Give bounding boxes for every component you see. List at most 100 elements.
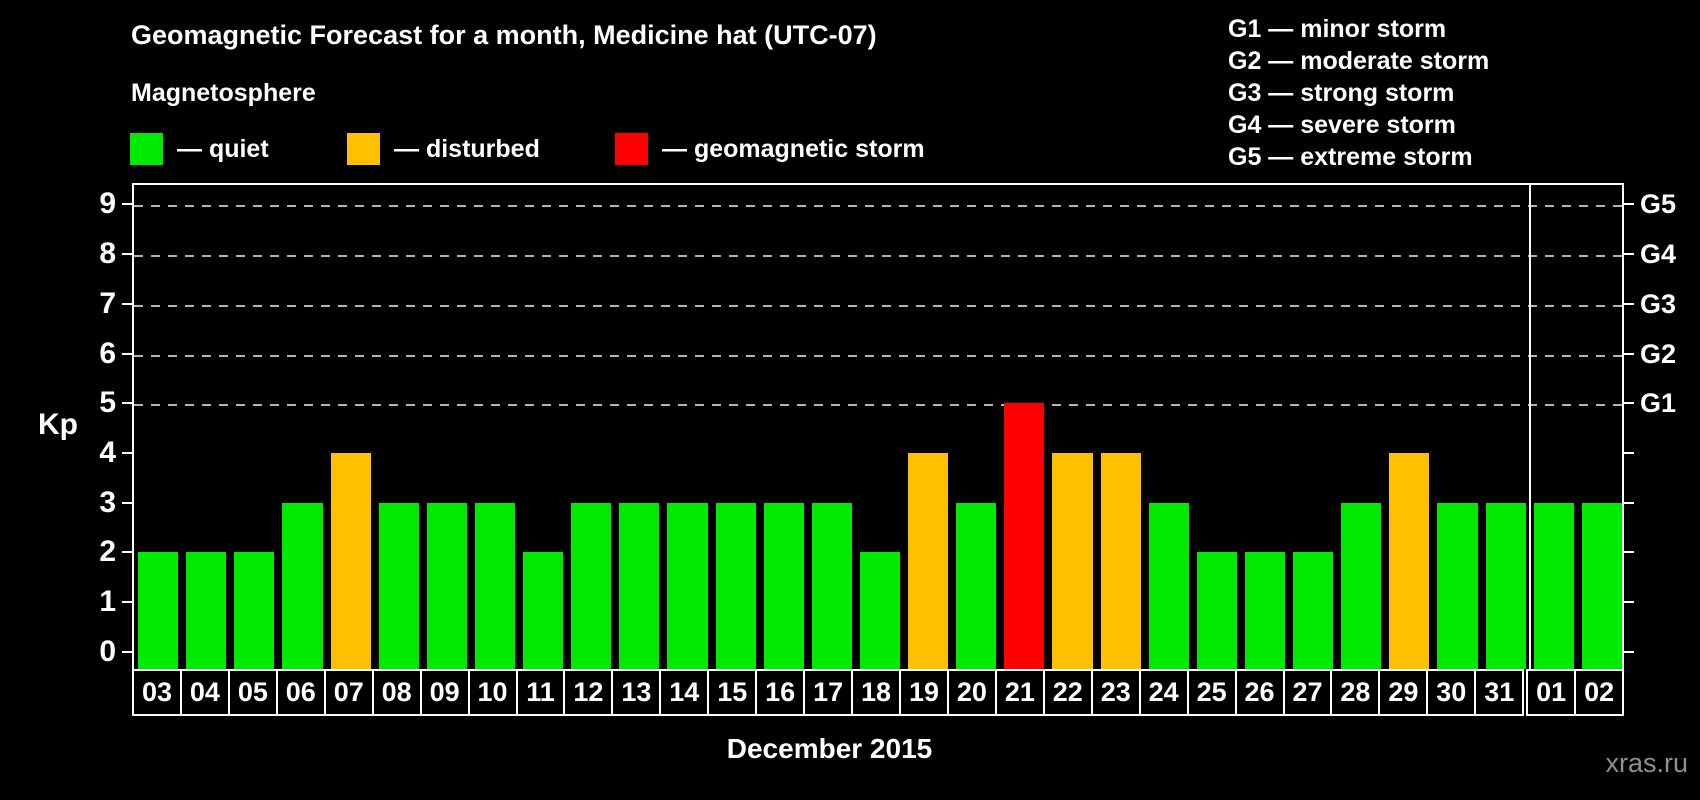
month-axis-label: December 2015 [726,733,933,764]
kp-bar-day-27 [1293,552,1334,669]
g-axis-tick [1624,501,1634,504]
gridline-kp-9 [134,205,1622,208]
kp-axis-tick [122,352,132,355]
g-axis-tick [1624,402,1634,405]
kp-bar-day-21 [1004,403,1045,669]
day-label-22: 22 [1042,669,1093,716]
g-scale-legend: G1 — minor storm G2 — moderate storm G3 … [1228,13,1489,173]
g-axis-tick [1624,451,1634,454]
day-label-31: 31 [1474,669,1525,716]
kp-bar-day-20 [956,502,997,669]
kp-bar-day-17 [811,502,852,669]
kp-bar-day-23 [1100,452,1141,669]
kp-axis-tick-label: 0 [99,634,116,668]
quiet-color-swatch [130,133,163,165]
kp-bar-day-11 [523,552,564,669]
day-label-23: 23 [1090,669,1141,716]
day-label-25: 25 [1186,669,1237,716]
kp-bar-day-10 [474,502,516,669]
magnetosphere-legend-heading: Magnetosphere [131,79,316,107]
g-axis-label-G2: G2 [1640,338,1677,369]
g-axis-tick [1624,352,1634,355]
legend-item-label: — quiet [177,135,269,163]
day-label-24: 24 [1138,669,1189,716]
gridline-kp-6 [134,354,1622,357]
kp-axis-tick [122,302,132,305]
day-label-19: 19 [899,669,949,716]
day-label-02: 02 [1574,669,1625,716]
day-label-20: 20 [946,669,997,716]
g-axis-label-G1: G1 [1640,388,1677,419]
kp-bar-day-30 [1437,502,1478,669]
day-label-15: 15 [707,669,758,716]
kp-bar-day-01 [1533,502,1574,669]
kp-axis-tick [122,203,132,206]
day-label-18: 18 [851,669,901,716]
day-axis-row: 03 04 05 06 07 08 09 10 11 12 13 14 15 16 17 18 19 20 21 22… [132,669,1625,716]
chart-title: Geomagnetic Forecast for a month, Medici… [131,20,877,50]
day-label-27: 27 [1282,669,1333,716]
kp-bar-day-02 [1581,502,1622,669]
day-label-12: 12 [563,669,614,716]
kp-bar-day-22 [1052,452,1093,669]
g-axis-tick [1624,203,1634,206]
legend-item-label: — geomagnetic storm [662,135,925,163]
storm-color-swatch [615,133,648,165]
day-label-29: 29 [1378,669,1429,716]
kp-bar-day-05 [234,552,275,669]
month-boundary-separator [1528,185,1531,669]
kp-bar-day-13 [619,502,660,669]
kp-axis-tick [122,551,132,554]
kp-bar-day-31 [1485,502,1526,669]
kp-axis-tick-label: 7 [99,286,116,320]
kp-bar-day-12 [571,502,612,669]
g-axis-tick [1624,601,1634,603]
kp-axis-title: Kp [38,408,78,441]
day-label-21: 21 [994,669,1045,716]
gridline-kp-8 [134,255,1622,258]
kp-axis-tick [122,601,132,603]
kp-axis-tick-label: 4 [99,435,116,469]
g-axis-tick [1624,253,1634,256]
day-label-14: 14 [659,669,710,716]
kp-bar-day-16 [763,502,804,669]
kp-bar-day-19 [908,452,949,669]
kp-axis-tick [122,402,132,405]
g-axis-label-G3: G3 [1640,288,1677,319]
kp-bar-day-18 [859,552,901,669]
kp-bar-day-28 [1341,502,1382,669]
day-label-01: 01 [1526,669,1577,716]
kp-axis-tick-label: 8 [99,237,116,271]
day-label-17: 17 [803,669,854,716]
day-label-07: 07 [323,669,374,716]
legend-item-storm: — geomagnetic storm [615,133,925,165]
kp-axis-tick-label: 1 [99,585,116,618]
day-label-05: 05 [227,669,278,716]
kp-bar-day-25 [1196,552,1237,669]
kp-axis-tick [122,451,132,454]
g-scale-legend-line: G2 — moderate storm [1228,47,1490,75]
g-axis-label-G4: G4 [1640,239,1677,270]
kp-bar-day-03 [138,552,179,669]
day-label-09: 09 [419,669,470,716]
day-label-11: 11 [515,669,566,716]
kp-bar-day-15 [715,502,756,669]
kp-axis-tick-label: 2 [99,535,116,569]
legend-item-label: — disturbed [394,135,540,163]
kp-axis-tick-label: 9 [99,187,116,221]
g-scale-legend-line: G1 — minor storm [1228,15,1447,43]
gridline-kp-7 [134,304,1622,307]
legend-item-disturbed: — disturbed [347,133,540,165]
day-label-03: 03 [132,669,182,716]
g-axis-tick [1624,551,1634,554]
day-label-06: 06 [275,669,326,716]
day-label-13: 13 [611,669,662,716]
kp-axis-tick-label: 3 [99,485,116,519]
kp-bar-day-24 [1148,502,1189,669]
kp-bar-day-04 [186,552,227,669]
legend-item-quiet: — quiet [130,133,269,165]
g-axis-label-G5: G5 [1640,189,1677,220]
plot-area [132,183,1624,669]
kp-axis-tick-label: 6 [99,336,116,370]
